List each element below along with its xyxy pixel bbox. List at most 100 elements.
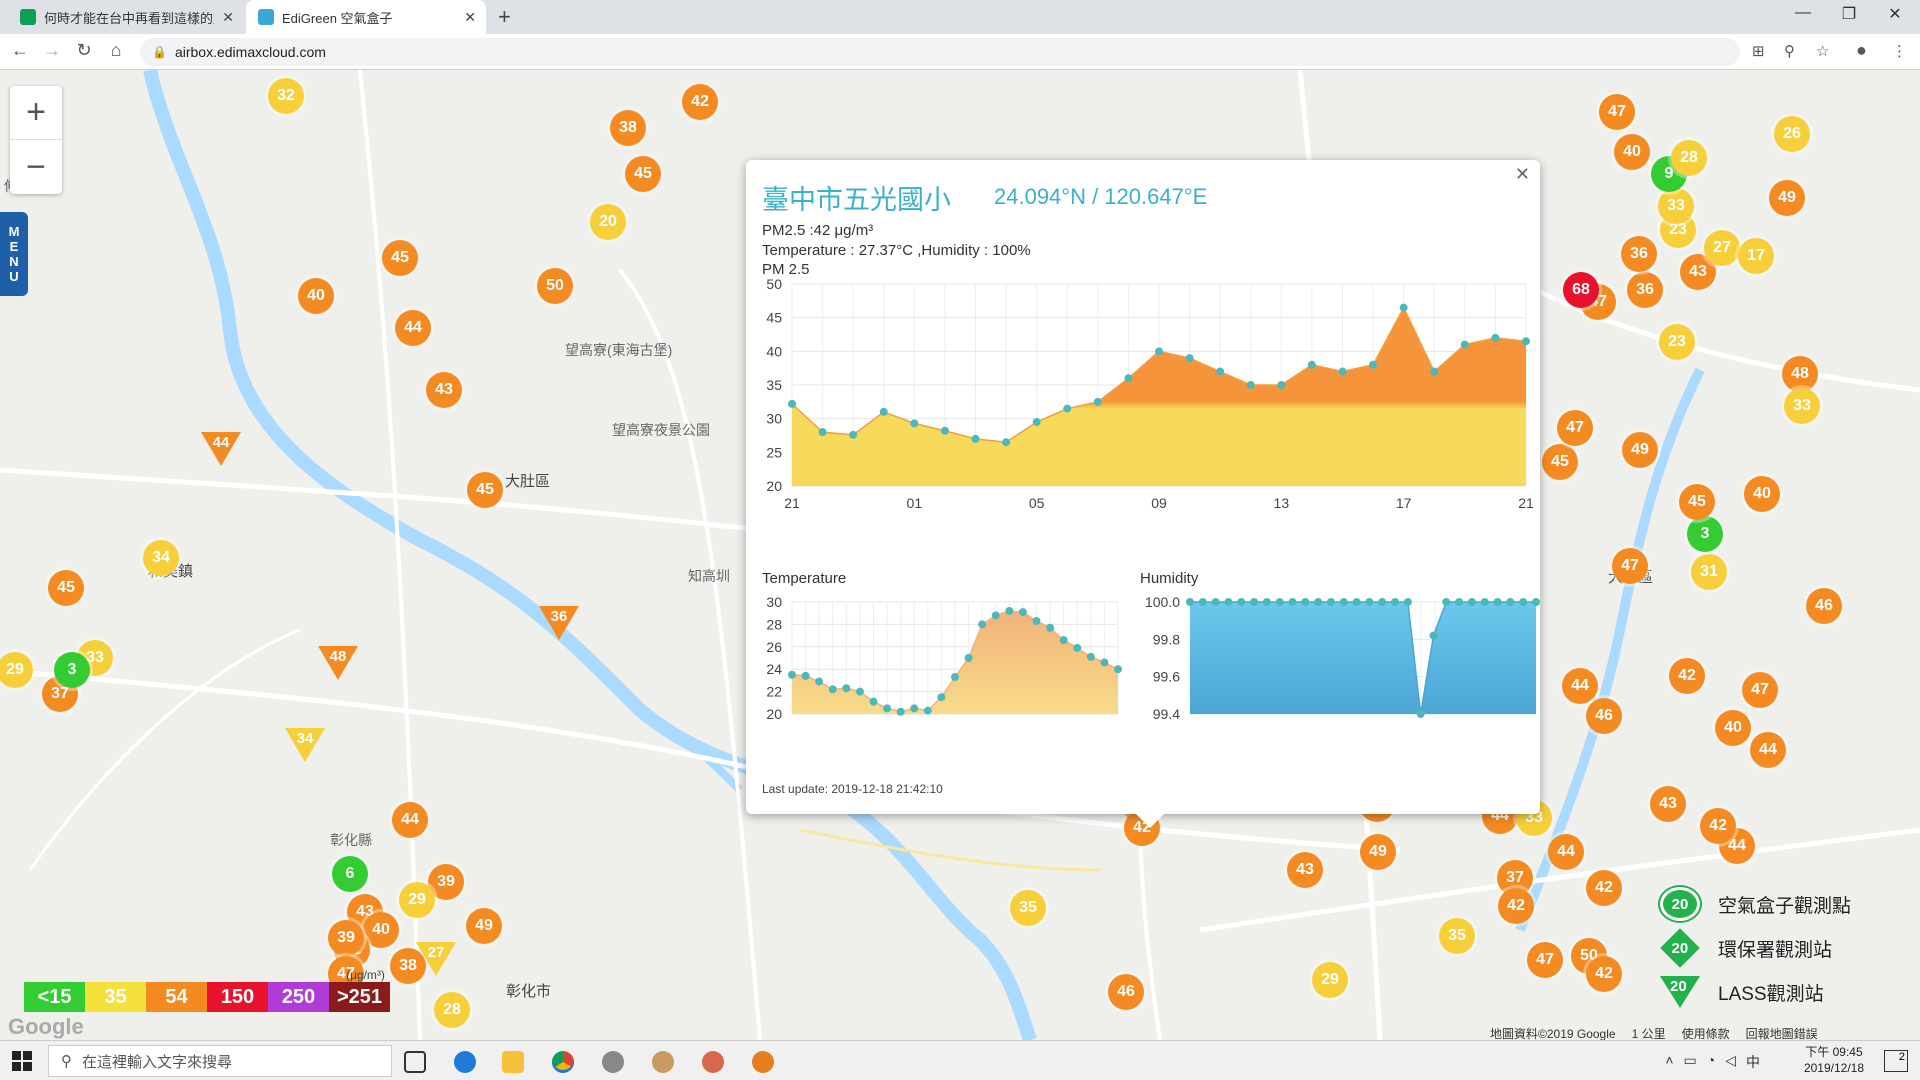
airbox-marker[interactable]: 6: [332, 856, 368, 892]
tray-chevron-icon[interactable]: ˄: [1665, 1052, 1674, 1068]
airbox-marker[interactable]: 29: [399, 882, 435, 918]
airbox-marker[interactable]: 68: [1563, 272, 1599, 308]
window-close-icon[interactable]: ✕: [1888, 6, 1902, 23]
airbox-marker[interactable]: 33: [1658, 188, 1694, 224]
airbox-marker[interactable]: 43: [1287, 852, 1323, 888]
lass-station-marker[interactable]: 48: [318, 646, 358, 680]
airbox-marker[interactable]: 49: [466, 908, 502, 944]
airbox-marker[interactable]: 49: [1360, 834, 1396, 870]
zoom-icon[interactable]: ⚲: [1784, 43, 1795, 60]
lass-station-marker[interactable]: 27: [416, 942, 456, 976]
airbox-marker[interactable]: 31: [1691, 554, 1727, 590]
airbox-marker[interactable]: 28: [434, 992, 470, 1028]
airbox-marker[interactable]: 36: [1621, 236, 1657, 272]
volume-icon[interactable]: ◁: [1725, 1052, 1736, 1068]
airbox-marker[interactable]: 44: [395, 310, 431, 346]
edge-icon[interactable]: [454, 1051, 476, 1073]
airbox-marker[interactable]: 42: [1498, 888, 1534, 924]
app-icon-3[interactable]: [702, 1051, 724, 1073]
airbox-marker[interactable]: 45: [1542, 444, 1578, 480]
airbox-marker[interactable]: 44: [1548, 834, 1584, 870]
airbox-marker[interactable]: 20: [590, 204, 626, 240]
airbox-marker[interactable]: 35: [1010, 890, 1046, 926]
airbox-marker[interactable]: 45: [1679, 484, 1715, 520]
airbox-marker[interactable]: 42: [1669, 658, 1705, 694]
report-error-link[interactable]: 回報地圖錯誤: [1745, 1027, 1818, 1040]
popup-close-button[interactable]: ✕: [1514, 164, 1530, 184]
file-explorer-icon[interactable]: [502, 1051, 524, 1073]
airbox-marker[interactable]: 40: [298, 278, 334, 314]
airbox-marker[interactable]: 43: [426, 372, 462, 408]
airbox-marker[interactable]: 23: [1659, 324, 1695, 360]
network-icon[interactable]: ◔: [1706, 1052, 1716, 1068]
more-menu-icon[interactable]: ⋮: [1892, 43, 1907, 60]
airbox-marker[interactable]: 49: [1769, 180, 1805, 216]
airbox-marker[interactable]: 40: [363, 912, 399, 948]
airbox-marker[interactable]: 33: [1784, 388, 1820, 424]
task-view-icon[interactable]: [404, 1051, 426, 1073]
url-field[interactable]: 🔒 airbox.edimaxcloud.com: [140, 38, 1740, 66]
notification-center-icon[interactable]: 2: [1884, 1050, 1908, 1072]
reload-icon[interactable]: ↻: [76, 40, 92, 60]
airbox-marker[interactable]: 46: [1586, 698, 1622, 734]
airbox-marker[interactable]: 40: [1715, 710, 1751, 746]
blender-icon[interactable]: [752, 1051, 774, 1073]
airbox-marker[interactable]: 44: [1562, 668, 1598, 704]
forward-icon[interactable]: →: [43, 40, 61, 60]
airbox-marker[interactable]: 29: [1312, 962, 1348, 998]
minimize-icon[interactable]: —: [1795, 4, 1811, 21]
app-icon-2[interactable]: [652, 1051, 674, 1073]
airbox-marker[interactable]: 36: [1627, 272, 1663, 308]
airbox-marker[interactable]: 42: [1586, 956, 1622, 992]
airbox-marker[interactable]: 43: [1650, 786, 1686, 822]
lass-station-marker[interactable]: 34: [285, 728, 325, 762]
battery-icon[interactable]: ▭: [1683, 1052, 1697, 1068]
airbox-marker[interactable]: 29: [0, 652, 33, 688]
airbox-marker[interactable]: 42: [1586, 870, 1622, 906]
airbox-marker[interactable]: 47: [1742, 672, 1778, 708]
bookmark-star-icon[interactable]: ☆: [1816, 43, 1830, 60]
airbox-marker[interactable]: 42: [1700, 808, 1736, 844]
close-tab-icon[interactable]: ✕: [464, 9, 476, 25]
airbox-marker[interactable]: 44: [392, 802, 428, 838]
tab-edigreen[interactable]: EdiGreen 空氣盒子 ✕: [246, 0, 486, 34]
profile-icon[interactable]: ●: [1856, 40, 1867, 60]
airbox-marker[interactable]: 44: [1750, 732, 1786, 768]
airbox-marker[interactable]: 49: [1622, 432, 1658, 468]
lass-station-marker[interactable]: 44: [201, 432, 241, 466]
airbox-marker[interactable]: 45: [382, 240, 418, 276]
airbox-marker[interactable]: 50: [537, 268, 573, 304]
airbox-marker[interactable]: 27: [1704, 230, 1740, 266]
chrome-icon[interactable]: [552, 1051, 574, 1073]
tab-sheets[interactable]: 何時才能在台中再看到這樣的藍天 ✕: [8, 0, 244, 34]
taskbar-search-input[interactable]: ⚲ 在這裡輸入文字來搜尋: [48, 1045, 392, 1077]
airbox-marker[interactable]: 17: [1738, 238, 1774, 274]
airbox-marker[interactable]: 47: [1599, 94, 1635, 130]
new-tab-icon[interactable]: +: [498, 4, 511, 29]
airbox-marker[interactable]: 40: [1744, 476, 1780, 512]
zoom-out-button[interactable]: −: [26, 147, 46, 186]
ime-indicator[interactable]: 中: [1746, 1054, 1760, 1070]
airbox-marker[interactable]: 42: [682, 84, 718, 120]
airbox-marker[interactable]: 39: [328, 920, 364, 956]
airbox-marker[interactable]: 3: [54, 652, 90, 688]
airbox-marker[interactable]: 45: [467, 472, 503, 508]
close-tab-icon[interactable]: ✕: [222, 9, 234, 25]
translate-icon[interactable]: ⊞: [1752, 43, 1765, 60]
airbox-marker[interactable]: 32: [268, 78, 304, 114]
airbox-marker[interactable]: 46: [1806, 588, 1842, 624]
airbox-marker[interactable]: 47: [1612, 548, 1648, 584]
terms-link[interactable]: 使用條款: [1681, 1027, 1730, 1040]
lass-station-marker[interactable]: 36: [539, 606, 579, 640]
airbox-marker[interactable]: 40: [1614, 134, 1650, 170]
airbox-marker[interactable]: 48: [1782, 356, 1818, 392]
restore-icon[interactable]: ❐: [1841, 6, 1857, 23]
airbox-marker[interactable]: 34: [143, 540, 179, 576]
zoom-in-button[interactable]: +: [10, 86, 62, 140]
airbox-marker[interactable]: 45: [48, 570, 84, 606]
airbox-marker[interactable]: 46: [1108, 974, 1144, 1010]
airbox-marker[interactable]: 26: [1774, 116, 1810, 152]
home-icon[interactable]: ⌂: [110, 40, 122, 60]
